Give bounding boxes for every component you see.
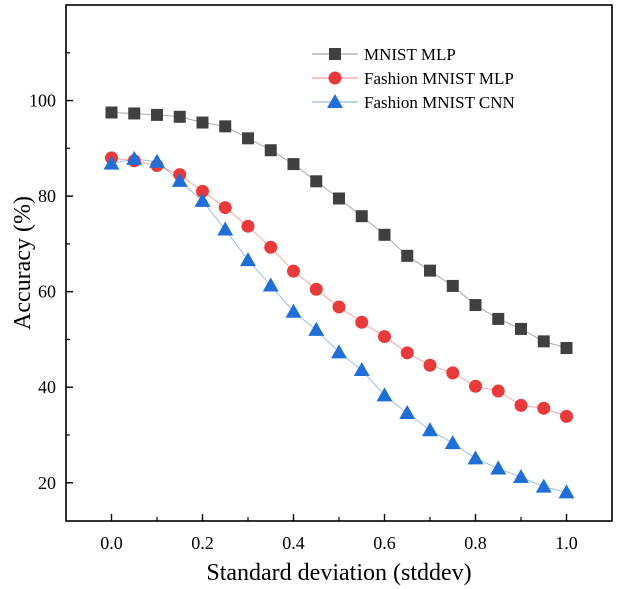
- data-point-mnist-mlp: [401, 249, 414, 262]
- data-point-fashion-mnist-cnn: [535, 478, 552, 493]
- series-markers-mnist-mlp: [105, 106, 573, 355]
- x-tick-label: 0.2: [191, 533, 214, 553]
- data-point-mnist-mlp: [264, 144, 277, 157]
- data-point-mnist-mlp: [173, 110, 186, 123]
- data-point-fashion-mnist-mlp: [218, 201, 232, 215]
- data-point-fashion-mnist-mlp: [332, 300, 346, 314]
- data-point-fashion-mnist-mlp: [560, 409, 573, 423]
- data-point-fashion-mnist-mlp: [514, 398, 528, 412]
- data-point-fashion-mnist-cnn: [331, 344, 347, 359]
- data-point-fashion-mnist-cnn: [126, 150, 143, 165]
- data-point-fashion-mnist-cnn: [171, 172, 188, 187]
- x-axis-title: Standard deviation (stddev): [206, 560, 471, 586]
- y-tick-label: 60: [38, 282, 56, 302]
- data-point-fashion-mnist-mlp: [196, 184, 209, 198]
- data-point-fashion-mnist-cnn: [262, 277, 279, 292]
- data-point-mnist-mlp: [515, 322, 527, 335]
- legend: MNIST MLP Fashion MNIST MLP Fashion MNIS…: [312, 45, 515, 112]
- data-point-fashion-mnist-mlp: [264, 240, 278, 254]
- data-point-mnist-mlp: [537, 335, 550, 348]
- data-point-fashion-mnist-cnn: [149, 153, 165, 168]
- data-point-mnist-mlp: [560, 342, 573, 355]
- data-point-mnist-mlp: [196, 116, 209, 129]
- data-point-fashion-mnist-mlp: [446, 366, 460, 380]
- data-point-fashion-mnist-cnn: [422, 422, 438, 437]
- data-point-fashion-mnist-cnn: [399, 405, 416, 420]
- y-tick-label: 40: [38, 377, 56, 397]
- data-point-mnist-mlp: [105, 106, 118, 119]
- data-point-fashion-mnist-cnn: [103, 155, 120, 170]
- legend-marker-mnist-mlp: [329, 48, 341, 60]
- data-point-mnist-mlp: [151, 108, 163, 121]
- data-point-fashion-mnist-mlp: [400, 346, 414, 360]
- data-point-mnist-mlp: [242, 132, 254, 145]
- data-point-fashion-mnist-cnn: [194, 192, 211, 207]
- data-point-fashion-mnist-cnn: [513, 469, 529, 484]
- data-point-mnist-mlp: [128, 107, 141, 120]
- legend-marker-fashion-mnist-cnn: [327, 94, 343, 108]
- data-point-fashion-mnist-cnn: [490, 460, 507, 475]
- data-point-fashion-mnist-mlp: [423, 358, 437, 372]
- data-point-fashion-mnist-mlp: [491, 384, 505, 398]
- data-point-mnist-mlp: [492, 312, 505, 325]
- legend-label-mnist-mlp: MNIST MLP: [364, 45, 456, 64]
- data-point-fashion-mnist-mlp: [355, 315, 369, 329]
- x-axis: 0.0 0.2 0.4 0.6 0.8 1.0: [100, 514, 578, 553]
- y-tick-label: 80: [38, 186, 56, 206]
- series-markers: [103, 106, 575, 499]
- x-tick-label: 0.8: [464, 533, 487, 553]
- x-tick-label: 0.6: [373, 533, 396, 553]
- y-tick-label: 20: [38, 473, 56, 493]
- x-tick-label: 0.4: [282, 533, 305, 553]
- data-point-fashion-mnist-cnn: [353, 362, 370, 377]
- series-markers-fashion-mnist-cnn: [103, 150, 575, 499]
- data-point-fashion-mnist-cnn: [467, 450, 484, 465]
- data-point-fashion-mnist-cnn: [285, 303, 302, 318]
- data-point-fashion-mnist-cnn: [240, 252, 256, 267]
- data-point-mnist-mlp: [424, 264, 436, 277]
- data-point-fashion-mnist-mlp: [469, 379, 482, 393]
- data-point-fashion-mnist-cnn: [217, 221, 234, 236]
- data-point-fashion-mnist-mlp: [378, 330, 391, 344]
- x-tick-label: 0.0: [100, 533, 123, 553]
- data-point-mnist-mlp: [355, 210, 368, 223]
- y-tick-label: 100: [29, 91, 56, 111]
- data-point-mnist-mlp: [219, 120, 232, 133]
- data-point-mnist-mlp: [446, 279, 459, 292]
- data-point-mnist-mlp: [469, 299, 482, 312]
- data-point-fashion-mnist-mlp: [537, 401, 551, 415]
- plot-area: [103, 106, 575, 499]
- data-point-fashion-mnist-cnn: [376, 387, 393, 402]
- data-point-mnist-mlp: [378, 228, 391, 241]
- data-point-mnist-mlp: [310, 175, 323, 188]
- data-point-fashion-mnist-cnn: [558, 484, 575, 499]
- data-point-mnist-mlp: [333, 192, 345, 205]
- data-point-mnist-mlp: [287, 158, 300, 171]
- legend-marker-fashion-mnist-mlp: [328, 71, 342, 85]
- data-point-fashion-mnist-cnn: [308, 321, 325, 336]
- legend-label-fashion-mnist-cnn: Fashion MNIST CNN: [364, 93, 515, 112]
- data-point-fashion-mnist-cnn: [444, 435, 461, 450]
- data-point-fashion-mnist-mlp: [287, 264, 300, 278]
- x-tick-label: 1.0: [555, 533, 578, 553]
- data-point-fashion-mnist-mlp: [309, 282, 323, 296]
- legend-label-fashion-mnist-mlp: Fashion MNIST MLP: [364, 69, 514, 88]
- y-axis: 20 40 60 80 100: [29, 52, 73, 493]
- data-point-fashion-mnist-mlp: [241, 219, 255, 233]
- y-axis-title: Accuracy (%): [10, 196, 36, 330]
